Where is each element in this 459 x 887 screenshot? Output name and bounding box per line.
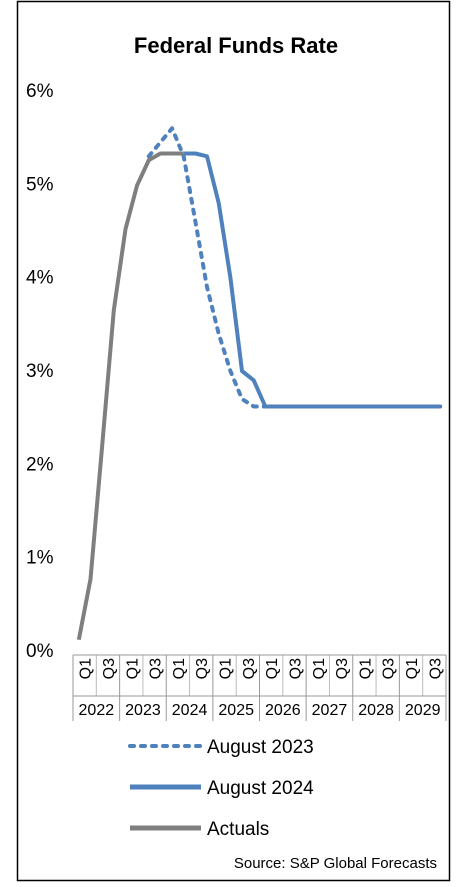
legend-label: August 2023: [207, 737, 314, 758]
x-year-label: 2022: [79, 702, 115, 719]
y-tick-label: 5%: [26, 174, 54, 195]
x-year-label: 2024: [172, 702, 208, 719]
x-tick-quarter-label: Q3: [194, 658, 211, 679]
source-note: Source: S&P Global Forecasts: [234, 855, 437, 872]
x-tick-quarter-label: Q1: [357, 658, 374, 679]
y-tick-label: 1%: [26, 548, 54, 569]
y-tick-label: 3%: [26, 361, 54, 382]
x-tick-quarter-label: Q3: [101, 658, 118, 679]
x-axis: Q1 Q3 Q1 Q3 Q1 Q3 Q1 Q3 Q1 Q3 Q1 Q3 Q1 Q3 Q1 Q3 2022 2023…: [72, 654, 447, 721]
series-line-august-2024: [183, 151, 441, 409]
y-tick-label: 2%: [26, 454, 54, 475]
x-tick-quarter-label: Q3: [148, 658, 165, 679]
x-year-label: 2023: [125, 702, 161, 719]
y-tick-label: 0%: [26, 641, 54, 662]
chart-title: Federal Funds Rate: [134, 33, 338, 58]
x-year-label: 2028: [358, 702, 394, 719]
x-tick-quarter-label: Q3: [381, 658, 398, 679]
legend-label: Actuals: [207, 819, 269, 840]
x-year-label: 2026: [265, 702, 301, 719]
x-year-label: 2029: [405, 702, 441, 719]
chart-border: [16, 0, 451, 882]
x-tick-quarter-label: Q3: [334, 658, 351, 679]
x-tick-quarter-label: Q1: [78, 658, 95, 679]
legend-label: August 2024: [207, 778, 314, 799]
x-tick-quarter-label: Q1: [311, 658, 328, 679]
series-line-actuals: [76, 151, 184, 641]
x-tick-quarter-label: Q3: [287, 658, 304, 679]
x-year-label: 2025: [218, 702, 254, 719]
x-year-label: 2027: [312, 702, 348, 719]
x-tick-quarter-label: Q3: [427, 658, 444, 679]
x-tick-quarter-label: Q1: [264, 658, 281, 679]
x-tick-quarter-label: Q1: [218, 658, 235, 679]
y-tick-label: 6%: [26, 81, 54, 102]
x-tick-quarter-label: Q3: [241, 658, 258, 679]
legend: August 2023 August 2024 Actuals: [128, 737, 314, 840]
plot-lines: [76, 126, 443, 641]
x-tick-quarter-label: Q1: [404, 658, 421, 679]
x-tick-quarter-label: Q1: [171, 658, 188, 679]
y-axis-ticks: 0% 1% 2% 3% 4% 5% 6%: [26, 81, 54, 662]
series-line-august-2023: [146, 126, 443, 409]
x-tick-quarter-label: Q1: [124, 658, 141, 679]
y-tick-label: 4%: [26, 268, 54, 289]
